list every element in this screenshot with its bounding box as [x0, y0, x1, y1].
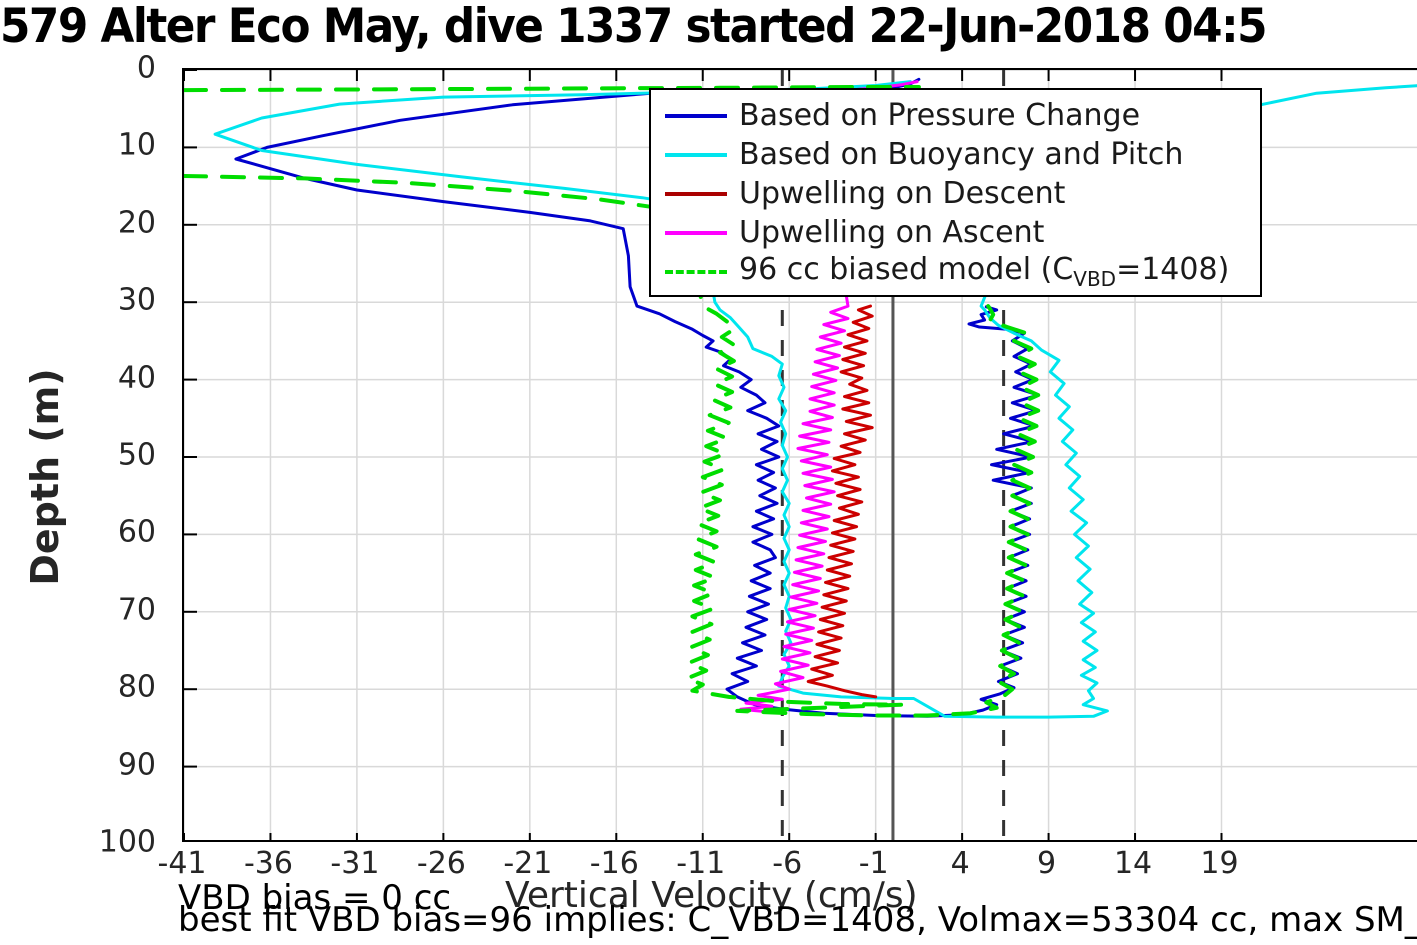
legend-item[interactable]: 96 cc biased model (CVBD=1408) [651, 252, 1260, 291]
y-tick-label: 20 [117, 205, 156, 241]
y-tick-label: 0 [136, 50, 156, 86]
y-axis-tick-labels: 0 10 20 30 40 50 60 70 80 90 100 [0, 51, 172, 860]
vbd-bias-annotation: VBD bias = 0 cc [178, 878, 452, 918]
legend-item[interactable]: Upwelling on Ascent [651, 213, 1260, 252]
x-tick-label: -11 [676, 846, 726, 881]
y-tick-label: 80 [117, 669, 156, 705]
series-line [184, 174, 1041, 718]
page-title: 579 Alter Eco May, dive 1337 started 22-… [0, 0, 1268, 54]
legend-label: 96 cc biased model (CVBD=1408) [739, 251, 1230, 291]
x-tick-label: -26 [416, 846, 466, 881]
x-tick-label: -31 [330, 846, 380, 881]
legend-swatch-5 [665, 269, 727, 274]
x-tick-label: 4 [950, 846, 970, 881]
y-tick-label: 60 [117, 514, 156, 550]
y-tick-label: 90 [117, 747, 156, 783]
series-line [806, 304, 878, 699]
x-tick-label: -1 [858, 846, 889, 881]
x-tick-label: -21 [503, 846, 553, 881]
y-axis-title: Depth (m) [23, 368, 67, 586]
y-tick-label: 100 [98, 824, 156, 860]
x-tick-label: -41 [157, 846, 207, 881]
legend-item[interactable]: Based on Pressure Change [651, 96, 1260, 135]
legend-label: Based on Buoyancy and Pitch [739, 136, 1184, 172]
legend-label: Based on Pressure Change [739, 97, 1141, 133]
legend-swatch-2 [665, 152, 727, 157]
x-tick-label: 9 [1037, 846, 1057, 881]
legend-swatch-1 [665, 113, 727, 118]
legend-label: Upwelling on Ascent [739, 214, 1045, 250]
x-axis-tick-labels: -41 -36 -31 -26 -21 -16 -11 -6 -1 4 9 14 19 [158, 846, 1417, 886]
legend-swatch-4 [665, 230, 727, 235]
x-axis-title: Vertical Velocity (cm/s) [505, 875, 918, 916]
data-series [184, 77, 1417, 719]
legend-swatch-3 [665, 191, 727, 196]
y-tick-label: 50 [117, 437, 156, 473]
series-line [213, 80, 1417, 719]
y-tick-label: 40 [117, 360, 156, 396]
legend-label: Upwelling on Descent [739, 175, 1066, 211]
x-tick-label: -36 [243, 846, 293, 881]
y-tick-label: 10 [117, 127, 156, 163]
tick-marks [184, 70, 1223, 840]
series-line [184, 85, 921, 93]
series-line [739, 80, 919, 714]
y-tick-label: 30 [117, 282, 156, 318]
legend-item[interactable]: Based on Buoyancy and Pitch [651, 135, 1260, 174]
x-tick-label: 19 [1200, 846, 1239, 881]
x-tick-label: -16 [589, 846, 639, 881]
legend-item[interactable]: Upwelling on Descent [651, 174, 1260, 213]
x-tick-label: -6 [772, 846, 803, 881]
best-fit-annotation: best fit VBD bias=96 implies: C_VBD=1408… [178, 900, 1417, 940]
y-tick-label: 70 [117, 592, 156, 628]
legend[interactable]: Based on Pressure Change Based on Buoyanc… [649, 88, 1262, 297]
x-tick-label: 14 [1113, 846, 1153, 881]
series-line [234, 77, 1040, 718]
